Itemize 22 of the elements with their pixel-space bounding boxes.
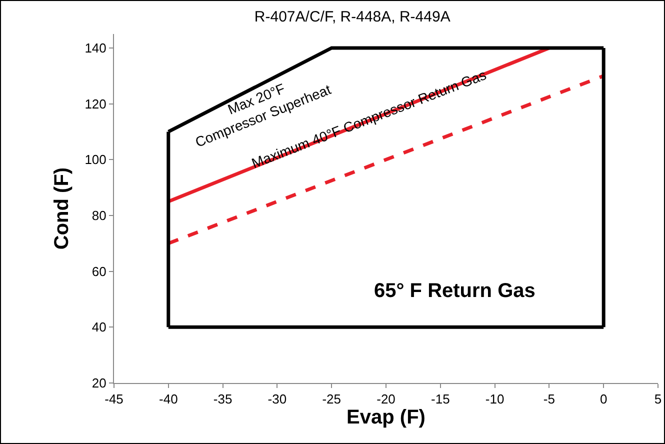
chart-title: R-407A/C/F, R-448A, R-449A [254,8,450,26]
x-tick-label: -5 [543,392,555,407]
x-tick-label: -10 [485,392,504,407]
y-axis-title: Cond (F) [51,167,74,250]
x-tick-label: 5 [654,392,662,407]
y-tick-label: 20 [92,376,106,391]
x-axis-title: Evap (F) [346,406,426,429]
x-tick-label: -25 [322,392,341,407]
annotation: 65° F Return Gas [374,280,536,302]
y-tick-label: 120 [84,96,106,112]
y-tick-label: 80 [92,208,106,224]
x-tick-label: -20 [376,392,396,407]
y-tick-label: 60 [92,264,106,279]
x-tick-label: -30 [268,392,287,407]
x-tick-label: -40 [159,392,178,407]
y-tick-label: 100 [84,152,106,168]
y-tick-label: 40 [92,320,106,335]
x-tick-label: -45 [104,392,124,407]
x-tick-label: -35 [213,392,232,407]
x-tick-label: 0 [600,392,608,407]
x-tick-label: -15 [431,392,450,407]
y-tick-label: 140 [84,40,106,56]
